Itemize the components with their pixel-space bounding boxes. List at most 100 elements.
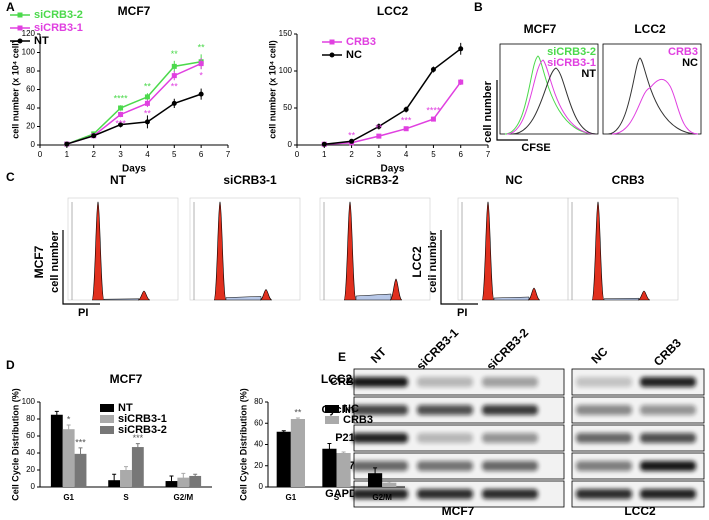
hist-frame [189,197,301,301]
cell-cycle-panel: NT siCRB3-1 siCRB3-2 NC CRB3 MCF7 cell n… [32,173,679,319]
annotation: * [67,414,71,424]
bar [177,477,190,487]
y-axis-label: cell number (x 10⁴ cell) [267,40,277,139]
marker [458,79,464,85]
x-tick-label: 1 [65,150,70,159]
error-bar [193,473,198,478]
series-line [324,48,462,146]
marker [430,116,436,122]
lane-label: siCRB3-2 [484,325,532,373]
flow-curve [506,59,597,135]
flow-title: MCF7 [524,22,557,36]
annotation: ** [144,108,152,118]
band [482,461,538,471]
annotation: ** [375,123,383,133]
pi-axes [440,230,478,305]
band [417,433,473,443]
band [352,377,408,387]
x-tick-label: S [123,493,129,502]
annotation: ** [348,130,356,140]
group-label: LCC2 [624,504,656,518]
band [576,433,632,443]
error-bar [387,481,392,484]
marker [91,133,97,139]
x-tick-label: 3 [377,150,382,159]
band [576,461,632,471]
legend-label: CRB3 [346,36,376,48]
s-phase [603,297,640,301]
marker [458,46,464,52]
flow-title: LCC2 [634,22,666,36]
y-tick-label: 100 [279,66,293,75]
y-tick-label: 40 [26,448,35,457]
hist-frame [67,197,179,301]
sample-title: NC [505,173,523,187]
band [576,377,632,387]
y-tick-label: 80 [26,414,35,423]
band [482,377,538,387]
series-line [324,81,462,146]
x-tick-label: 1 [322,150,327,159]
legend-label: NC [343,403,359,415]
legend-label: CRB3 [343,414,373,426]
x-tick-label: 3 [118,150,123,159]
y-tick-label: 0 [288,140,293,149]
x-tick-label: 4 [404,150,409,159]
x-tick-label: 0 [295,150,300,159]
band [576,405,632,415]
marker [144,100,150,106]
annotation: **** [426,105,441,115]
y-tick-label: 0 [259,482,264,491]
y-tick-label: 50 [283,103,292,112]
g1-peak [591,201,605,301]
marker [403,126,409,132]
g1-peak [343,201,357,301]
lane-label: CRB3 [651,336,684,369]
band [352,405,408,415]
annotation: *** [75,437,86,447]
chart-title: MCF7 [118,4,151,18]
lane-label: NC [588,344,610,366]
sample-title: siCRB3-1 [223,173,277,187]
band [640,377,696,387]
y-tick-label: 100 [22,48,36,57]
bar [131,447,144,487]
x-tick-label: 2 [349,150,354,159]
row-label: LCC2 [410,246,424,278]
marker [144,119,150,125]
y-tick-label: 0 [31,482,36,491]
flow-legend: CRB3 [668,46,698,58]
marker [118,122,124,128]
bar [62,429,75,487]
g1-peak [91,201,105,301]
annotation: *** [115,119,126,129]
y-tick-label: 150 [279,29,293,38]
y-axis-label: Cell Cycle Distribution (%) [238,388,248,501]
x-axis-label: Days [381,164,405,175]
marker [118,111,124,117]
x-label: PI [457,307,467,319]
y-tick-label: 120 [22,29,36,38]
band [482,489,538,499]
x-tick-label: 6 [199,150,204,159]
flow-legend: siCRB3-2 [547,46,596,58]
sample-title: CRB3 [612,173,645,187]
x-tick-label: 5 [431,150,436,159]
s-phase [103,298,140,301]
marker [171,73,177,79]
g2-peak [527,287,541,301]
x-tick-label: 0 [38,150,43,159]
chart-title: MCF7 [110,372,143,386]
flow-legend: siCRB3-1 [547,57,596,69]
panel-label: B [474,0,483,14]
band [482,433,538,443]
marker [430,67,436,73]
band [417,377,473,387]
flow-panel: MCF7 LCC2 siCRB3-2 siCRB3-1 NT CRB3 NC c… [482,22,702,154]
legend-marker [329,39,335,45]
legend-swatch [325,405,339,413]
y-tick-label: 60 [26,85,35,94]
flow-curve [607,57,699,135]
legend-label: NT [34,35,49,47]
marker [376,124,382,129]
